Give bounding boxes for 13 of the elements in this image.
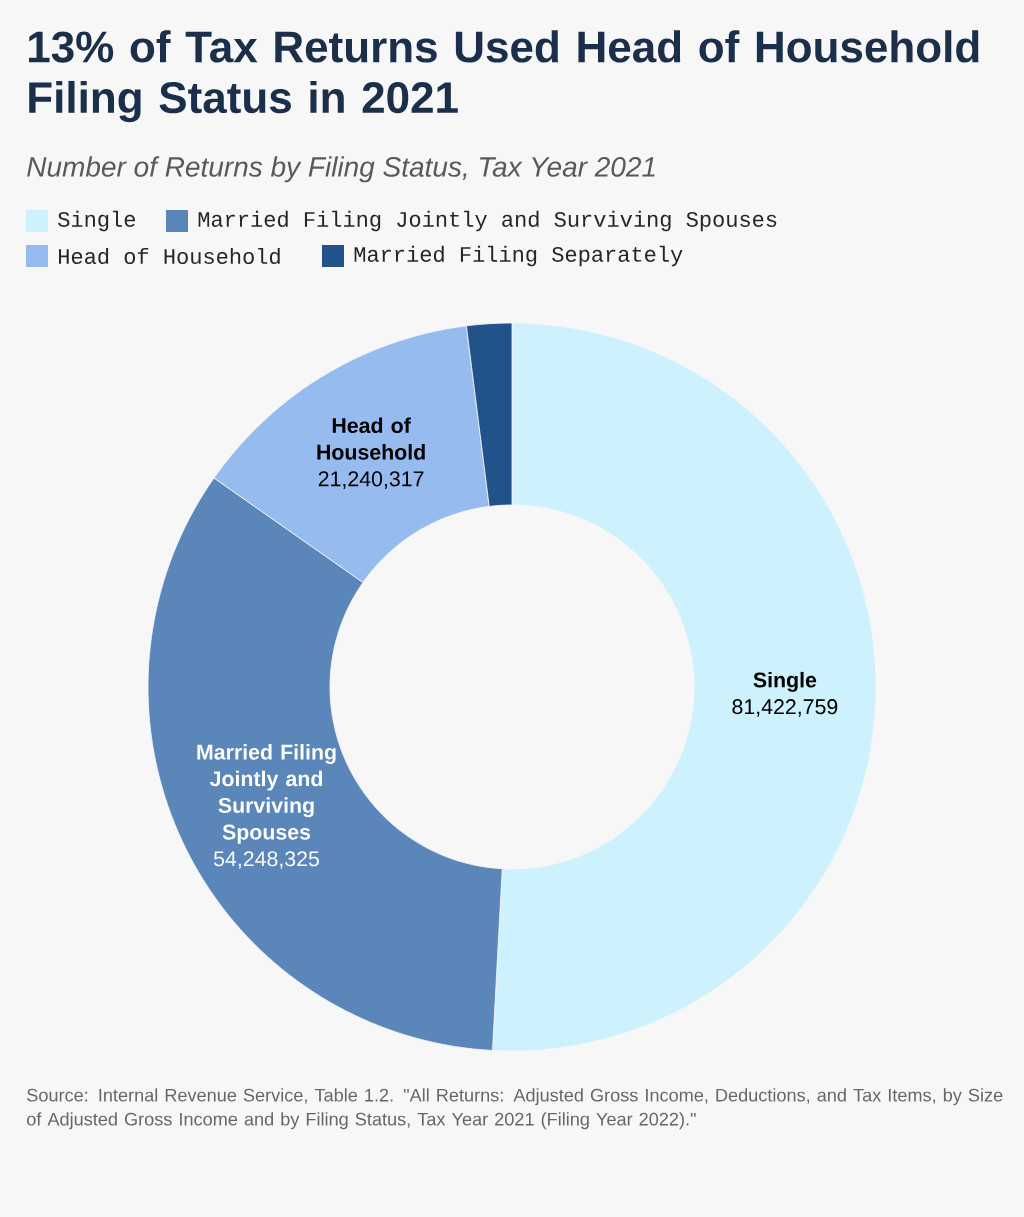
data-label: 54,248,325 (213, 851, 319, 869)
source-note: Source: Internal Revenue Service, Table 1.2. "All Returns: Adjusted Gross Income, Deductions, and Tax Items, by Size of Adjusted Gross Income and by Filing Status, Tax Year 2021 (Filing Year 2022)." (27, 1088, 1003, 1130)
legend-label: Head of Household (59, 247, 280, 265)
slice-label: Single (753, 671, 817, 692)
chart-title: 13% of Tax Returns Used Head of Household Filing Status in 2021 (29, 30, 979, 123)
chart-subtitle: Number of Returns by Filing Status, Tax Year 2021 (27, 156, 655, 183)
slice-label: Head of Household (317, 417, 425, 460)
legend-label: Married Filing Separately (354, 245, 683, 267)
legend-label: Married Filing Jointly and Surviving Spouses (198, 210, 777, 232)
data-label: 81,422,759 (732, 699, 838, 717)
slice-label: Married Filing Jointly and Surviving Spouses (197, 743, 336, 844)
data-label: 21,240,317 (318, 471, 424, 489)
legend-label: Single (58, 210, 136, 232)
